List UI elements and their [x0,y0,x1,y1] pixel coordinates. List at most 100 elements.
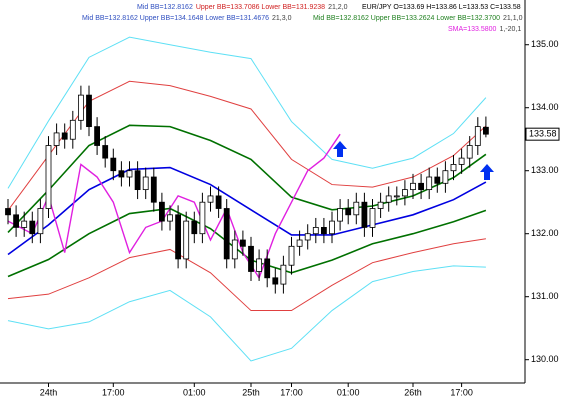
candle-body [78,94,84,121]
candle-body [53,132,60,146]
bb-lower-2 [7,238,486,312]
y-tick-label: 130.00 [531,354,559,364]
candle-body [418,182,425,191]
candle-body [118,170,125,178]
candle-body [150,176,157,203]
candle-body [466,145,473,159]
signal-arrow [333,141,347,157]
price-label-box [525,127,560,141]
candle-body [482,126,489,135]
candle-body [126,170,133,178]
header-line: Mid BB=132.8162 Upper BB=133.7086 Lower B… [137,4,348,11]
candle-body [183,220,190,260]
header-text: 1,-20,1 [499,26,521,33]
candle-body [45,145,52,209]
candle-body [69,119,76,140]
header-text: Mid BB=132.8162 [137,4,193,11]
candle-body [167,214,173,222]
candle-body [304,233,311,241]
plot [5,36,489,362]
candle-body [393,195,400,198]
candle-body [215,195,222,209]
header-text: Mid BB=132.8162 Upper BB=134.1648 Lower … [82,15,269,22]
candle-body [434,176,441,184]
candle-body [312,227,319,235]
candle-body [296,239,303,247]
x-tick-label: 17:00 [102,387,125,397]
candle-body [280,264,287,285]
candle-body [329,220,335,235]
header-text: 21,1,0 [503,15,523,22]
header-line: SMA=133.5800 1,-20,1 [448,26,521,33]
candle-body [239,239,246,247]
x-tick-label: 01:00 [183,387,206,397]
y-tick-label: 132.00 [531,228,559,238]
candle-body [442,170,449,184]
bb-upper-3 [7,36,487,189]
signal-arrow [480,164,494,180]
candle-body [256,258,263,272]
header-line: Mid BB=132.8162 Upper BB=133.2624 Lower … [313,15,523,22]
x-tick-label: 26th [404,387,422,397]
candle-body [410,182,416,191]
x-tick-label: 17:00 [450,387,473,397]
candle-body [401,189,408,197]
candle-body [134,170,141,191]
candle-body [474,126,481,146]
x-tick-label: 17:00 [280,387,303,397]
candle-body [337,208,344,222]
x-tick-label: 01:00 [337,387,360,397]
header-text: EUR/JPY O=133.69 H=133.86 L=133.53 C=133… [362,4,521,11]
candle-body [272,277,279,285]
candle-body [385,195,392,203]
candle-body [29,220,36,235]
candle-body [13,214,20,228]
candle-body [426,176,433,191]
y-tick-label: 133.00 [531,165,559,175]
header-text: 21,2,0 [328,4,348,11]
y-tick-label: 131.00 [531,291,559,301]
price-label: 133.58 [529,129,557,139]
candle-body [158,201,165,222]
header-text: SMA=133.5800 [448,26,497,33]
candle-body [458,157,465,165]
candle-body [288,245,295,266]
candle-body [320,227,327,235]
header-line: Mid BB=132.8162 Upper BB=134.1648 Lower … [82,15,292,22]
header-line: EUR/JPY O=133.69 H=133.86 L=133.53 C=133… [362,4,521,11]
bb-mid [7,166,487,256]
bb-lower-3 [7,265,486,362]
y-tick-label: 134.00 [531,102,559,112]
header-text: 21,3,0 [272,15,292,22]
candle-body [191,220,198,235]
candle-body [377,201,384,209]
candle-body [110,157,117,172]
candle-body [86,94,92,128]
candle-body [207,195,214,203]
candle-body [5,208,11,216]
candle-body [450,164,457,172]
candle-body [264,258,271,279]
header-text: Mid BB=132.8162 Upper BB=133.2624 Lower … [313,15,500,22]
candle-body [199,201,206,235]
candle-body [248,245,254,272]
candle-body [345,208,352,216]
y-tick-label: 135.00 [531,39,559,49]
candle-body [353,201,360,216]
candle-body [231,239,238,260]
candle-body [94,126,100,146]
candle-body [361,201,368,228]
header-text: Upper BB=133.7086 Lower BB=131.9238 [196,4,325,11]
candle-body [369,208,376,228]
candle-body [37,208,44,235]
candle-body [102,145,109,159]
candle-body [61,132,68,140]
x-tick-label: 25th [242,387,260,397]
candle-body [142,176,149,191]
candle-body [21,220,28,228]
x-tick-label: 24th [40,387,58,397]
candle-body [175,214,182,260]
sma-line [7,133,341,280]
